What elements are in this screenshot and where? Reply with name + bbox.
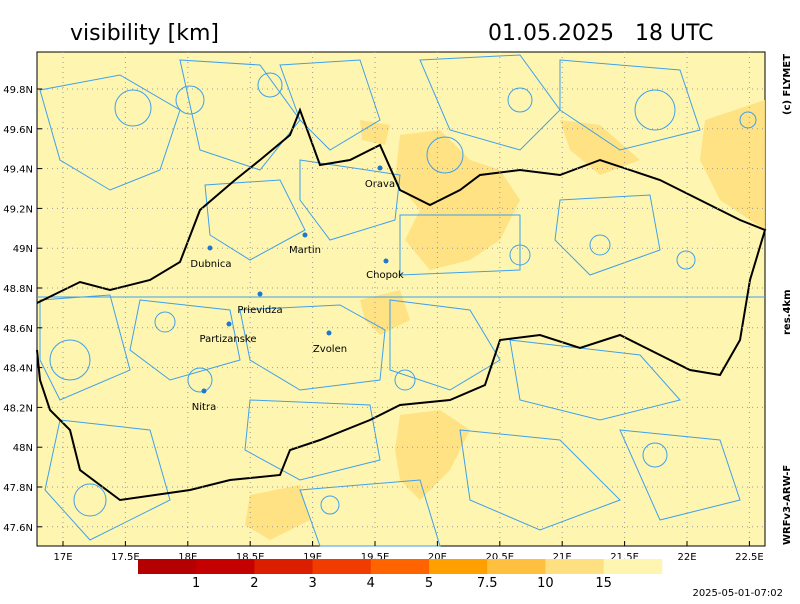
city-marker bbox=[226, 321, 232, 327]
legend-swatch bbox=[138, 559, 197, 574]
lon-tick-label: 20.5E bbox=[486, 552, 515, 563]
lon-tick-label: 22.5E bbox=[735, 552, 764, 563]
region-lines bbox=[37, 54, 765, 547]
legend-swatch bbox=[196, 559, 255, 574]
lat-tick-label: 48.8N bbox=[3, 284, 33, 295]
copyright: (c) FLYMET bbox=[782, 54, 793, 115]
legend-swatch bbox=[487, 559, 546, 574]
cities: Orava Dubnica Martin Chopok Prievidza Partiza… bbox=[190, 165, 404, 413]
legend-label: 7.5 bbox=[477, 576, 498, 591]
city-label: Partizanske bbox=[199, 334, 256, 345]
legend-swatch bbox=[370, 559, 430, 574]
lat-tick-label: 49N bbox=[13, 244, 33, 255]
legend-swatch bbox=[312, 559, 372, 574]
visibility-patches bbox=[245, 100, 765, 540]
lon-tick-label: 21.5E bbox=[610, 552, 639, 563]
legend-swatch bbox=[429, 559, 488, 574]
lat-tick-label: 49.8N bbox=[3, 85, 33, 96]
lat-tick-label: 49.2N bbox=[3, 204, 33, 215]
lon-tick-label: 22E bbox=[677, 552, 696, 563]
lat-tick-label: 48.6N bbox=[3, 324, 33, 335]
city-marker bbox=[201, 388, 207, 394]
legend-label: 2 bbox=[250, 576, 258, 591]
resolution: res.4km bbox=[782, 290, 793, 336]
city-label: Chopok bbox=[366, 270, 404, 281]
legend: 1 2 3 4 5 7.5 10 15 bbox=[138, 559, 663, 591]
map: Orava Dubnica Martin Chopok Prievidza Partiza… bbox=[3, 51, 767, 563]
city-marker bbox=[383, 258, 389, 264]
lat-tick-label: 49.6N bbox=[3, 125, 33, 136]
lon-tick-label: 21E bbox=[553, 552, 572, 563]
lon-tick-label: 20E bbox=[428, 552, 447, 563]
timestamp: 2025-05-01-07:02 bbox=[692, 588, 783, 599]
legend-label: 4 bbox=[367, 576, 375, 591]
lon-tick-label: 18.5E bbox=[236, 552, 265, 563]
ticks: 49.8N 49.6N 49.4N 49.2N 49N 48.8N 48.6N 48.4N 48… bbox=[3, 52, 765, 563]
city-marker bbox=[326, 330, 332, 336]
lon-tick-label: 19.5E bbox=[361, 552, 390, 563]
city-label: Dubnica bbox=[190, 259, 231, 270]
country-border bbox=[36, 107, 767, 502]
title: visibility [km] bbox=[70, 21, 219, 46]
city-marker bbox=[302, 232, 308, 238]
legend-swatch bbox=[545, 559, 605, 574]
lat-tick-label: 48.2N bbox=[3, 403, 33, 414]
lon-tick-label: 17.5E bbox=[111, 552, 140, 563]
legend-label: 5 bbox=[425, 576, 433, 591]
lon-tick-label: 19E bbox=[303, 552, 322, 563]
lat-tick-label: 47.8N bbox=[3, 483, 33, 494]
legend-swatch bbox=[254, 559, 314, 574]
city-label: Zvolen bbox=[313, 344, 347, 355]
model: WRFv3-ARW-F bbox=[782, 465, 793, 545]
datetime: 01.05.2025 18 UTC bbox=[488, 21, 714, 46]
city-marker bbox=[257, 291, 263, 297]
city-marker bbox=[207, 245, 213, 251]
legend-swatch bbox=[603, 559, 663, 574]
lon-tick-label: 18E bbox=[178, 552, 197, 563]
lat-tick-label: 49.4N bbox=[3, 165, 33, 176]
legend-label: 3 bbox=[308, 576, 316, 591]
city-marker bbox=[377, 165, 383, 171]
city-label: Orava bbox=[365, 179, 395, 190]
lat-tick-label: 47.6N bbox=[3, 523, 33, 534]
lat-tick-label: 48N bbox=[13, 443, 33, 454]
city-label: Martin bbox=[289, 245, 321, 256]
legend-label: 10 bbox=[537, 576, 554, 591]
lon-tick-label: 17E bbox=[53, 552, 72, 563]
lat-tick-label: 48.4N bbox=[3, 364, 33, 375]
city-label: Nitra bbox=[192, 402, 216, 413]
city-label: Prievidza bbox=[237, 305, 282, 316]
legend-label: 1 bbox=[192, 576, 200, 591]
legend-label: 15 bbox=[595, 576, 612, 591]
